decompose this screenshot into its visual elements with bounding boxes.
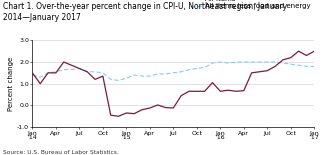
All items less food and energy <box>93 71 97 73</box>
All items less food and energy <box>171 72 175 74</box>
All items <box>289 57 293 59</box>
All items <box>297 50 301 52</box>
All items less food and energy <box>281 62 285 64</box>
All items <box>117 115 121 117</box>
All items <box>148 107 152 109</box>
All items <box>132 113 136 115</box>
Line: All items: All items <box>32 51 314 116</box>
All items less food and energy <box>179 71 183 73</box>
All items <box>179 95 183 97</box>
All items less food and energy <box>289 63 293 65</box>
All items <box>171 107 175 109</box>
All items <box>93 78 97 80</box>
All items less food and energy <box>132 74 136 76</box>
All items <box>265 70 269 72</box>
Text: Chart 1. Over-the-year percent change in CPI-U, Northeast region, January 2014—J: Chart 1. Over-the-year percent change in… <box>3 2 287 22</box>
All items less food and energy <box>46 72 50 74</box>
All items <box>156 104 160 106</box>
All items less food and energy <box>297 64 301 66</box>
All items less food and energy <box>250 61 254 63</box>
All items <box>203 90 207 92</box>
All items <box>211 82 214 84</box>
All items less food and energy <box>211 62 214 64</box>
All items less food and energy <box>70 69 74 71</box>
All items <box>101 75 105 77</box>
All items <box>234 90 238 92</box>
All items <box>124 112 128 114</box>
All items less food and energy <box>312 65 316 67</box>
Text: Source: U.S. Bureau of Labor Statistics.: Source: U.S. Bureau of Labor Statistics. <box>3 150 119 155</box>
All items less food and energy <box>124 77 128 79</box>
All items less food and energy <box>54 71 58 73</box>
Legend: All items, All items less food and energy: All items, All items less food and energ… <box>190 0 311 9</box>
All items less food and energy <box>234 61 238 63</box>
All items <box>281 59 285 61</box>
All items less food and energy <box>305 65 308 67</box>
All items <box>85 71 89 73</box>
All items <box>273 65 277 67</box>
All items less food and energy <box>101 72 105 74</box>
All items <box>62 61 66 63</box>
Y-axis label: Percent change: Percent change <box>8 57 14 111</box>
All items <box>242 90 246 92</box>
All items <box>70 64 74 66</box>
All items less food and energy <box>85 71 89 73</box>
All items less food and energy <box>148 75 152 77</box>
All items less food and energy <box>203 66 207 68</box>
All items less food and energy <box>226 62 230 64</box>
All items <box>195 90 199 92</box>
All items <box>164 107 168 108</box>
All items less food and energy <box>156 73 160 75</box>
All items less food and energy <box>195 68 199 69</box>
All items <box>226 89 230 91</box>
All items less food and energy <box>265 61 269 63</box>
All items less food and energy <box>258 61 261 63</box>
All items less food and energy <box>140 75 144 77</box>
Line: All items less food and energy: All items less food and energy <box>32 62 314 80</box>
All items less food and energy <box>117 80 121 81</box>
All items <box>187 90 191 92</box>
All items less food and energy <box>273 61 277 63</box>
All items <box>54 72 58 74</box>
All items <box>140 109 144 111</box>
All items <box>250 72 254 74</box>
All items <box>258 71 261 73</box>
All items less food and energy <box>109 78 113 80</box>
All items <box>30 72 34 74</box>
All items <box>38 83 42 85</box>
All items less food and energy <box>242 61 246 63</box>
All items <box>312 50 316 52</box>
All items less food and energy <box>77 68 81 69</box>
All items less food and energy <box>30 74 34 76</box>
All items less food and energy <box>187 69 191 71</box>
All items less food and energy <box>218 61 222 63</box>
All items less food and energy <box>38 76 42 78</box>
All items <box>46 72 50 74</box>
All items <box>305 55 308 56</box>
All items <box>109 114 113 116</box>
All items <box>77 68 81 69</box>
All items less food and energy <box>164 73 168 75</box>
All items less food and energy <box>62 69 66 71</box>
All items <box>218 90 222 92</box>
